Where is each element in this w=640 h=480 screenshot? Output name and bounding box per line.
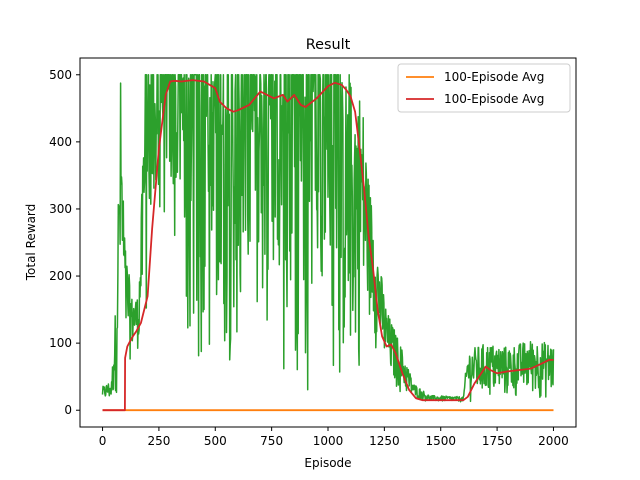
- series-line-2: [102, 79, 554, 412]
- x-tick-label: 1250: [369, 434, 400, 448]
- legend: 100-Episode Avg 100-Episode Avg: [397, 63, 571, 113]
- y-axis-title: Total Reward: [24, 204, 38, 282]
- x-tick-label: 0: [99, 434, 107, 448]
- y-tick-label: 500: [49, 68, 72, 82]
- x-tick-label: 1000: [313, 434, 344, 448]
- series-line-0: [101, 74, 555, 403]
- data-layer: [101, 74, 555, 412]
- y-tick-label: 0: [64, 403, 72, 417]
- x-tick-label: 1750: [482, 434, 513, 448]
- legend-label-1: 100-Episode Avg: [444, 92, 544, 106]
- y-tick-label: 200: [49, 269, 72, 283]
- x-tick-label: 1500: [425, 434, 456, 448]
- y-tick-label: 100: [49, 336, 72, 350]
- legend-box: [397, 63, 571, 113]
- axis-layer: 0 250 500 750 1000 1250 1500 1750 2000 0 100 200 300…: [49, 68, 569, 448]
- x-tick-label: 250: [147, 434, 170, 448]
- x-axis-title: Episode: [304, 456, 351, 470]
- x-tick-label: 500: [204, 434, 227, 448]
- y-tick-label: 400: [49, 135, 72, 149]
- x-tick-label: 750: [260, 434, 283, 448]
- x-tick-label: 2000: [538, 434, 569, 448]
- legend-label-0: 100-Episode Avg: [444, 70, 544, 84]
- chart-title: Result: [306, 37, 351, 53]
- y-tick-label: 300: [49, 202, 72, 216]
